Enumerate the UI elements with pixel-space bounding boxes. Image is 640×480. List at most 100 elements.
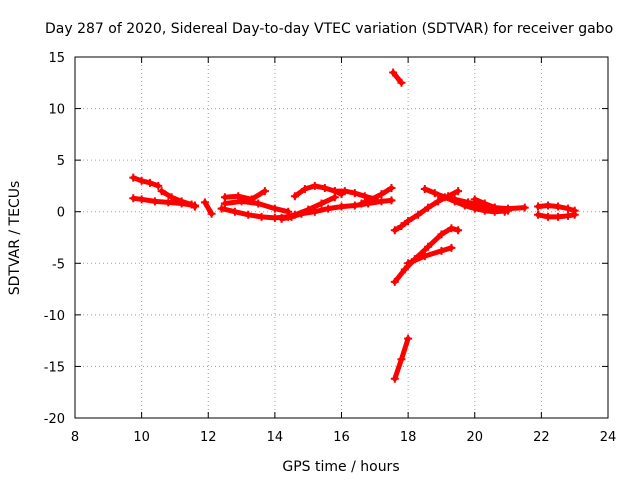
data-point (554, 202, 563, 211)
data-point (404, 334, 413, 343)
data-point (167, 193, 176, 202)
data-point (350, 189, 359, 198)
data-point (434, 197, 443, 206)
data-point (500, 207, 509, 216)
data-point (200, 198, 209, 207)
data-point (454, 187, 463, 196)
data-point (230, 207, 239, 216)
data-band (390, 70, 404, 86)
data-point (244, 210, 253, 219)
data-point (310, 181, 319, 190)
data-point (377, 197, 386, 206)
data-point (150, 197, 159, 206)
data-point (520, 203, 529, 212)
y-tick-label: -15 (44, 360, 65, 375)
y-tick-label: 5 (57, 154, 65, 169)
data-point (404, 216, 413, 225)
data-point (320, 183, 329, 192)
x-tick-label: 16 (333, 430, 350, 445)
data-band (405, 245, 454, 266)
data-series (404, 243, 456, 268)
data-point (290, 192, 299, 201)
data-point (390, 226, 399, 235)
grid-layer (75, 57, 608, 418)
data-point (447, 243, 456, 252)
data-series (534, 210, 579, 221)
data-point (447, 224, 456, 233)
data-point (220, 199, 229, 208)
y-tick-label: -10 (44, 309, 65, 324)
tick-layer: 8 10 12 14 16 18 20 22 24 -20 -15 -10 -5 0 5 10 15 (44, 51, 617, 445)
data-point (389, 68, 398, 77)
data-point (470, 195, 479, 204)
data-point (544, 201, 553, 210)
data-series (220, 197, 293, 216)
data-point (400, 265, 409, 274)
y-axis-label: SDTVAR / TECUs (7, 181, 23, 296)
data-point (157, 187, 166, 196)
data-point (317, 199, 326, 208)
data-band (222, 188, 268, 202)
y-tick-label: 15 (48, 51, 65, 66)
data-point (367, 195, 376, 204)
x-tick-label: 8 (71, 430, 79, 445)
data-point (404, 259, 413, 268)
data-point (237, 197, 246, 206)
data-point (350, 201, 359, 210)
data-point (300, 185, 309, 194)
data-point (544, 212, 553, 221)
data-point (490, 203, 499, 212)
data-band (202, 199, 215, 217)
data-point (177, 197, 186, 206)
data-point (424, 242, 433, 251)
x-tick-label: 10 (133, 430, 150, 445)
data-point (424, 203, 433, 212)
data-point (257, 212, 266, 221)
data-point (277, 213, 286, 222)
data-point (534, 210, 543, 219)
data-series (357, 183, 396, 208)
data-point (534, 202, 543, 211)
data-point (164, 198, 173, 207)
y-tick-label: -20 (44, 412, 65, 427)
data-point (387, 183, 396, 192)
data-point (570, 210, 579, 219)
data-point (437, 230, 446, 239)
series-layer (129, 68, 579, 383)
data-point (390, 277, 399, 286)
y-tick-label: 10 (48, 103, 65, 118)
data-point (357, 199, 366, 208)
data-band (472, 196, 508, 215)
data-point (450, 195, 459, 204)
data-series (157, 187, 199, 211)
data-point (430, 189, 439, 198)
data-point (437, 246, 446, 255)
data-point (397, 222, 406, 231)
y-tick-label: 0 (57, 206, 65, 221)
data-point (437, 193, 446, 202)
data-point (564, 211, 573, 220)
x-tick-label: 20 (466, 430, 483, 445)
data-point (304, 205, 313, 214)
data-point (190, 202, 199, 211)
data-point (290, 210, 299, 219)
data-point (554, 212, 563, 221)
data-point (137, 176, 146, 185)
x-tick-label: 18 (400, 430, 417, 445)
data-point (154, 181, 163, 190)
data-point (390, 374, 399, 383)
data-point (260, 187, 269, 196)
data-point (397, 355, 406, 364)
data-band (130, 175, 161, 189)
data-series (200, 198, 216, 218)
data-series (470, 195, 509, 216)
chart-title: Day 287 of 2020, Sidereal Day-to-day VTE… (45, 21, 613, 37)
data-point (217, 204, 226, 213)
data-point (330, 193, 339, 202)
data-point (137, 195, 146, 204)
data-point (360, 192, 369, 201)
x-axis-label: GPS time / hours (282, 459, 399, 475)
data-series (129, 173, 163, 190)
data-point (414, 210, 423, 219)
data-point (340, 187, 349, 196)
